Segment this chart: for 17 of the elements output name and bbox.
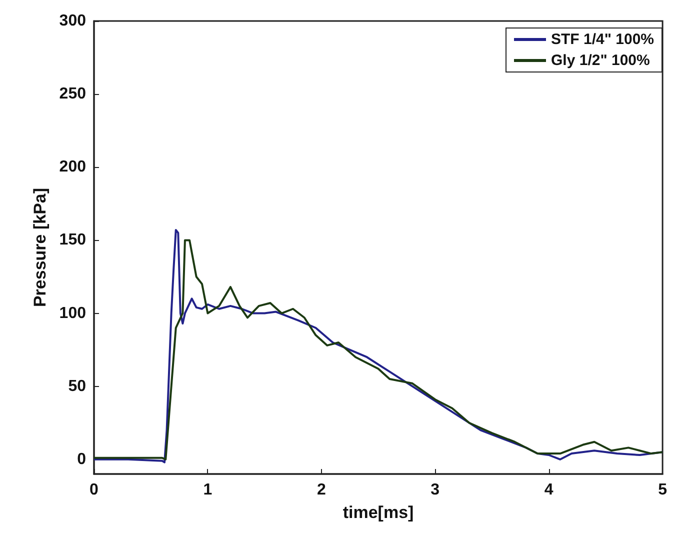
- y-tick-label: 300: [59, 12, 86, 30]
- y-tick-label: 250: [59, 86, 86, 103]
- y-axis-title: Pressure [kPa]: [30, 188, 50, 308]
- legend-label: STF 1/4" 100%: [551, 31, 654, 48]
- x-tick-label: 0: [90, 482, 99, 498]
- x-axis-title: time[ms]: [342, 503, 414, 522]
- x-tick-label: 1: [203, 482, 212, 498]
- x-tick-label: 2: [316, 482, 326, 498]
- y-tick-label: 200: [59, 158, 86, 176]
- x-tick-label: 4: [544, 482, 554, 498]
- y-tick-label: 100: [59, 304, 86, 322]
- y-tick-label: 0: [77, 450, 86, 468]
- y-tick-label: 50: [68, 378, 86, 395]
- y-tick-label: 150: [59, 232, 86, 249]
- x-tick-label: 3: [430, 482, 440, 498]
- legend-label: Gly 1/2" 100%: [551, 52, 650, 69]
- x-tick-label: 5: [658, 482, 668, 498]
